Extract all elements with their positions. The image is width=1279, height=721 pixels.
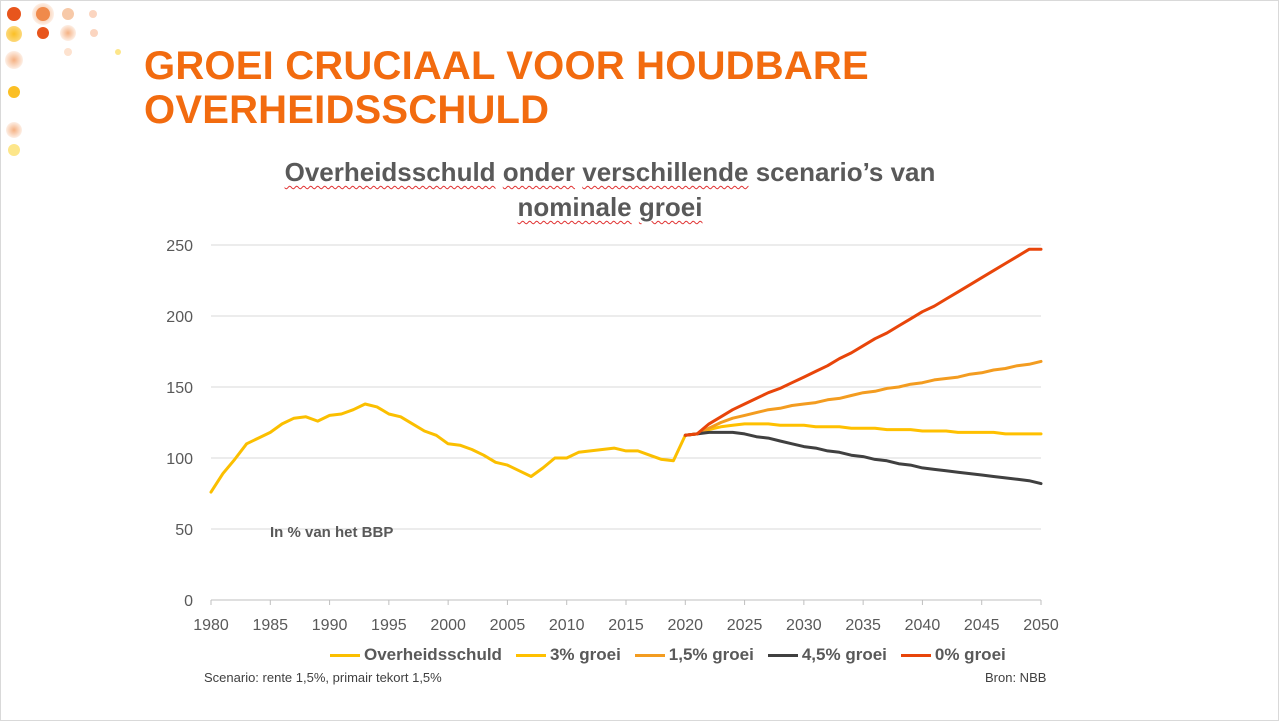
y-tick-label: 100 bbox=[166, 451, 193, 468]
decorative-dot bbox=[6, 26, 22, 42]
x-tick-label: 1990 bbox=[312, 617, 348, 634]
series-line bbox=[683, 422, 1043, 437]
series-line bbox=[683, 247, 1043, 437]
scenario-footnote: Scenario: rente 1,5%, primair tekort 1,5… bbox=[204, 670, 442, 685]
decorative-dot bbox=[7, 7, 21, 21]
y-tick-label: 0 bbox=[184, 593, 193, 610]
chart-title-word: groei bbox=[638, 192, 703, 222]
slide-title: GROEI CRUCIAAL VOOR HOUDBARE OVERHEIDSSC… bbox=[144, 44, 1144, 132]
decorative-dot bbox=[8, 144, 20, 156]
legend-label: 1,5% groei bbox=[668, 645, 754, 664]
chart-title-word: Overheidsschuld bbox=[284, 157, 496, 187]
legend-swatch bbox=[900, 653, 931, 657]
series-line bbox=[683, 359, 1043, 437]
x-tick-label: 1980 bbox=[193, 617, 229, 634]
legend-item: 3% groei bbox=[515, 645, 621, 665]
decorative-dot bbox=[115, 49, 121, 55]
series-line bbox=[683, 430, 1043, 486]
decorative-dot bbox=[8, 86, 20, 98]
legend-swatch bbox=[634, 653, 665, 657]
source-footnote: Bron: NBB bbox=[985, 670, 1047, 685]
legend-item: 1,5% groei bbox=[634, 645, 754, 665]
x-tick-label: 1995 bbox=[371, 617, 407, 634]
chart-title: Overheidsschuld onder verschillende scen… bbox=[230, 155, 990, 225]
chart-title-word: onder bbox=[502, 157, 576, 187]
decorative-dot bbox=[64, 48, 72, 56]
legend-label: 3% groei bbox=[549, 645, 621, 664]
chart-legend: Overheidsschuld 3% groei 1,5% groei 4,5% gr… bbox=[330, 645, 1006, 665]
legend-label: 4,5% groei bbox=[801, 645, 887, 664]
decorative-dot bbox=[60, 25, 76, 41]
series-line bbox=[209, 402, 687, 494]
legend-label: 0% groei bbox=[934, 645, 1006, 664]
legend-swatch bbox=[330, 653, 360, 657]
decorative-dots bbox=[5, 3, 121, 156]
chart-title-word: nominale bbox=[517, 192, 632, 222]
decorative-dot bbox=[6, 122, 22, 138]
x-tick-label: 2025 bbox=[727, 617, 763, 634]
legend-label: Overheidsschuld bbox=[364, 645, 502, 664]
x-tick-label: 2015 bbox=[608, 617, 644, 634]
x-tick-label: 2045 bbox=[964, 617, 1000, 634]
decorative-dot bbox=[5, 51, 23, 69]
x-tick-label: 2030 bbox=[786, 617, 822, 634]
unit-label: In % van het BBP bbox=[270, 524, 394, 541]
x-tick-label: 2000 bbox=[430, 617, 466, 634]
slide-title-line1: GROEI CRUCIAAL VOOR HOUDBARE bbox=[144, 44, 869, 88]
decorative-dot bbox=[62, 8, 74, 20]
decorative-dot bbox=[36, 7, 50, 21]
chart-title-word: verschillende bbox=[582, 157, 749, 187]
legend-item: 0% groei bbox=[900, 645, 1006, 665]
x-tick-label: 2040 bbox=[905, 617, 941, 634]
x-tick-label: 2010 bbox=[549, 617, 585, 634]
y-tick-label: 250 bbox=[166, 238, 193, 255]
x-tick-label: 2020 bbox=[667, 617, 703, 634]
y-tick-label: 200 bbox=[166, 309, 193, 326]
y-tick-label: 50 bbox=[175, 522, 193, 539]
legend-item: Overheidsschuld bbox=[330, 645, 502, 665]
decorative-dot bbox=[89, 10, 97, 18]
x-tick-label: 2050 bbox=[1023, 617, 1059, 634]
decorative-dot bbox=[37, 27, 49, 39]
chart-title-word: scenario’s van bbox=[755, 157, 936, 187]
x-tick-label: 2005 bbox=[490, 617, 526, 634]
decorative-dot bbox=[90, 29, 98, 37]
legend-item: 4,5% groei bbox=[767, 645, 887, 665]
x-tick-label: 2035 bbox=[845, 617, 881, 634]
slide-title-line2: OVERHEIDSSCHULD bbox=[144, 88, 550, 132]
y-tick-label: 150 bbox=[166, 380, 193, 397]
x-tick-label: 1985 bbox=[252, 617, 288, 634]
legend-swatch bbox=[515, 653, 546, 657]
legend-swatch bbox=[767, 653, 798, 657]
